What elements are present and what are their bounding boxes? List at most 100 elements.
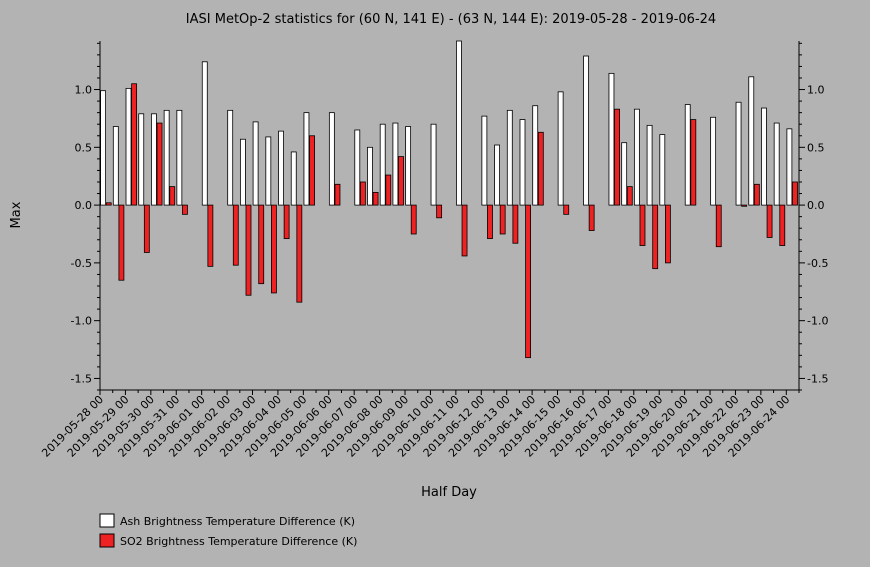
bar-ash — [481, 115, 488, 206]
y-tick-label: -1.0 — [71, 315, 92, 328]
y-tick-label-right: 0.0 — [807, 199, 825, 212]
y-tick-label-right: 0.5 — [807, 141, 825, 154]
bar-so2 — [537, 131, 544, 206]
bar-ash — [761, 107, 767, 206]
bar-ash — [379, 123, 386, 206]
bar-so2 — [753, 183, 760, 206]
bar-so2 — [652, 204, 659, 270]
y-tick-label: -0.5 — [71, 257, 92, 270]
bar-so2 — [156, 122, 163, 206]
bar-ash — [748, 76, 755, 206]
bar-so2 — [372, 191, 379, 206]
bar-so2 — [487, 204, 493, 240]
y-tick-label: -1.5 — [71, 372, 92, 385]
bar-so2 — [715, 204, 722, 248]
y-tick-label: 1.0 — [75, 84, 93, 97]
legend: Ash Brightness Temperature Difference (K… — [99, 513, 357, 548]
bar-ash — [354, 129, 361, 206]
bar-so2 — [499, 204, 506, 235]
y-tick-label-right: -0.5 — [807, 257, 828, 270]
bar-so2 — [766, 204, 773, 238]
bar-ash — [646, 124, 653, 206]
bar-so2 — [690, 119, 697, 206]
bar-ash — [773, 122, 780, 206]
bar-so2 — [665, 204, 671, 264]
bar-so2 — [271, 204, 277, 294]
bar-ash — [163, 109, 170, 206]
bar-so2 — [436, 204, 443, 219]
y-tick-label: 0.0 — [75, 199, 93, 212]
bar-ash — [519, 119, 526, 206]
bar-so2 — [563, 204, 570, 215]
bar-ash — [494, 144, 500, 206]
bar-ash — [201, 61, 208, 206]
bar-so2 — [626, 186, 633, 206]
bar-so2 — [207, 204, 214, 267]
bar-ash — [138, 113, 145, 206]
bar-ash — [633, 108, 640, 206]
bar-so2 — [385, 174, 392, 206]
bar-so2 — [792, 181, 798, 206]
legend-label-so2: SO2 Brightness Temperature Difference (K… — [120, 535, 357, 548]
y-axis-label: Max — [9, 201, 24, 228]
bar-ash — [456, 40, 462, 206]
bar-ash — [278, 130, 284, 206]
bar-ash — [583, 55, 589, 206]
bar-so2 — [525, 204, 531, 359]
bar-so2 — [131, 83, 138, 206]
bar-ash — [112, 126, 119, 206]
chart-title: IASI MetOp-2 statistics for (60 N, 141 E… — [186, 12, 716, 27]
bar-ash — [735, 101, 742, 206]
bar-ash — [621, 142, 628, 206]
bar-so2 — [296, 204, 303, 303]
bar-so2 — [359, 181, 366, 206]
y-tick-label: 0.5 — [75, 141, 93, 154]
bar-ash — [710, 116, 717, 206]
x-axis-label: Half Day — [421, 485, 477, 500]
bar-ash — [405, 126, 412, 206]
bar-so2 — [461, 204, 468, 257]
bar-ash — [100, 90, 106, 206]
bar-so2 — [588, 204, 595, 231]
axes-group: -1.5 -1.5 -1.0 -1.0 -0.5 -0.5 0.0 0.0 0.5 0.5 1.0 1… — [39, 41, 828, 460]
bar-ash — [227, 109, 234, 206]
bar-so2 — [334, 183, 341, 206]
bar-ash — [303, 112, 310, 206]
bar-ash — [684, 104, 691, 206]
bar-ash — [557, 91, 564, 206]
bar-ash — [151, 113, 157, 206]
bar-so2 — [245, 204, 252, 296]
legend-swatch-ash — [99, 513, 115, 528]
bar-so2 — [105, 202, 112, 206]
y-tick-label-right: 1.0 — [807, 84, 825, 97]
bar-ash — [430, 123, 437, 206]
bar-ash — [239, 138, 246, 206]
legend-swatch-so2 — [99, 533, 115, 548]
bars-group — [100, 40, 798, 359]
bar-ash — [506, 109, 513, 206]
legend-label-ash: Ash Brightness Temperature Difference (K… — [120, 515, 355, 528]
bar-so2 — [614, 108, 620, 206]
bar-ash — [659, 134, 666, 206]
bar-so2 — [258, 204, 265, 285]
bar-so2 — [169, 186, 176, 206]
bar-ash — [532, 105, 539, 206]
bar-ash — [786, 128, 793, 206]
bar-so2 — [779, 204, 786, 246]
y-tick-label-right: -1.0 — [807, 315, 828, 328]
bar-ash — [265, 136, 272, 206]
bar-so2 — [741, 204, 748, 207]
bar-so2 — [639, 204, 646, 246]
bar-ash — [290, 151, 297, 206]
bar-so2 — [283, 204, 290, 240]
bar-so2 — [410, 204, 417, 235]
bar-ash — [252, 121, 259, 206]
bar-ash — [125, 87, 132, 206]
bar-so2 — [309, 135, 315, 206]
bar-ash — [367, 146, 373, 206]
bar-so2 — [232, 204, 239, 266]
bar-ash — [392, 122, 399, 206]
bar-so2 — [143, 204, 150, 253]
